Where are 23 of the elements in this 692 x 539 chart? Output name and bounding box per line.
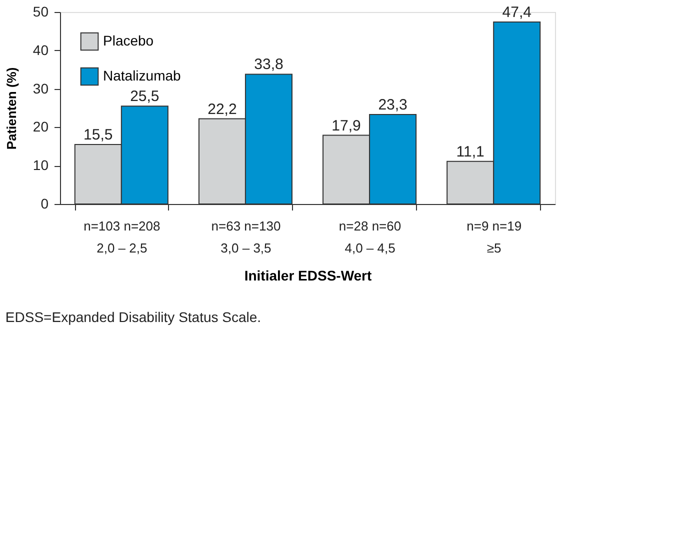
legend-label: Placebo — [103, 32, 154, 48]
y-tick-label: 40 — [32, 42, 49, 58]
x-axis-title: Initialer EDSS-Wert — [244, 268, 372, 284]
y-tick-label: 10 — [32, 157, 49, 174]
data-label: 15,5 — [84, 126, 113, 144]
data-label: 23,3 — [378, 96, 408, 114]
x-tick-label: n=63 n=130 3,0 – 3,5 — [211, 218, 281, 256]
legend-label: Natalizumab — [103, 68, 182, 84]
y-tick-label: 50 — [32, 4, 49, 20]
data-label: 17,9 — [332, 117, 361, 134]
y-axis-title: Patienten (%) — [4, 67, 19, 150]
x-tick-label: n=9 n=19 ≥5 — [466, 218, 522, 256]
y-tick-label: 0 — [40, 196, 49, 212]
x-tick-label: n=103 n=208 2,0 – 2,5 — [84, 218, 160, 256]
y-tick-label: 20 — [32, 118, 49, 135]
data-label: 47,4 — [502, 4, 532, 21]
data-label: 25,5 — [130, 88, 160, 106]
x-tick-label: n=28 n=60 4,0 – 4,5 — [338, 218, 402, 256]
data-label: 33,8 — [254, 56, 284, 74]
data-label: 11,1 — [456, 143, 484, 160]
data-label: 22,2 — [208, 100, 237, 118]
y-tick-label: 30 — [32, 80, 49, 96]
text: EDSS=Expanded Disability Status Scale. — [5, 309, 262, 325]
